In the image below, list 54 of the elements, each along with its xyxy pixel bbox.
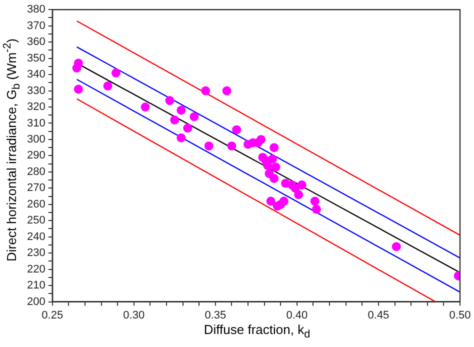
- point: [165, 96, 174, 106]
- point: [271, 162, 280, 172]
- point: [279, 196, 288, 206]
- y-tick-label: 330: [26, 84, 46, 97]
- point: [183, 124, 192, 133]
- point: [111, 68, 120, 78]
- point: [176, 133, 186, 142]
- y-tick-label: 340: [26, 68, 46, 81]
- point: [232, 125, 242, 134]
- x-tick-label: 0.25: [42, 309, 64, 322]
- y-tick-label: 230: [26, 247, 46, 260]
- y-tick-label: 290: [26, 150, 46, 162]
- point: [310, 196, 320, 206]
- point: [103, 81, 112, 90]
- y-tick-label: 240: [26, 230, 46, 243]
- y-tick-label: 210: [26, 280, 46, 292]
- y-tick-label: 320: [26, 101, 46, 114]
- point: [190, 112, 199, 122]
- point: [74, 58, 83, 68]
- x-axis-title: Diffuse fraction, k$_{d}$: [202, 322, 312, 341]
- point: [256, 134, 266, 144]
- x-tick-label: 0.45: [368, 309, 390, 322]
- x-tick-label: 0.30: [123, 309, 145, 322]
- point: [74, 84, 83, 94]
- point: [297, 180, 306, 190]
- point: [312, 204, 322, 214]
- y-tick-label: 220: [26, 263, 46, 276]
- y-tick-label: 200: [26, 296, 46, 308]
- point: [227, 141, 236, 150]
- point: [266, 196, 276, 206]
- point: [222, 86, 232, 96]
- y-tick-label: 350: [26, 52, 46, 64]
- point: [270, 143, 279, 152]
- y-tick-label: 360: [26, 36, 46, 48]
- x-tick-label: 0.50: [449, 309, 471, 322]
- point: [270, 174, 279, 183]
- y-tick-label: 260: [26, 198, 46, 210]
- y-tick-label: 270: [26, 182, 46, 194]
- x-tick-label: 0.40: [286, 309, 308, 322]
- point: [170, 115, 180, 124]
- point: [392, 242, 401, 252]
- point: [176, 106, 186, 115]
- y-tick-label: 300: [26, 134, 46, 146]
- y-tick-label: 310: [26, 117, 46, 130]
- point: [140, 102, 150, 112]
- y-tick-label: 280: [26, 166, 46, 178]
- point: [201, 86, 210, 96]
- point: [204, 141, 214, 150]
- point: [294, 190, 304, 200]
- y-tick-label: 250: [26, 214, 46, 227]
- y-tick-label: 380: [26, 4, 46, 16]
- point: [268, 154, 277, 164]
- x-tick-label: 0.35: [204, 309, 226, 322]
- y-tick-label: 370: [26, 20, 46, 32]
